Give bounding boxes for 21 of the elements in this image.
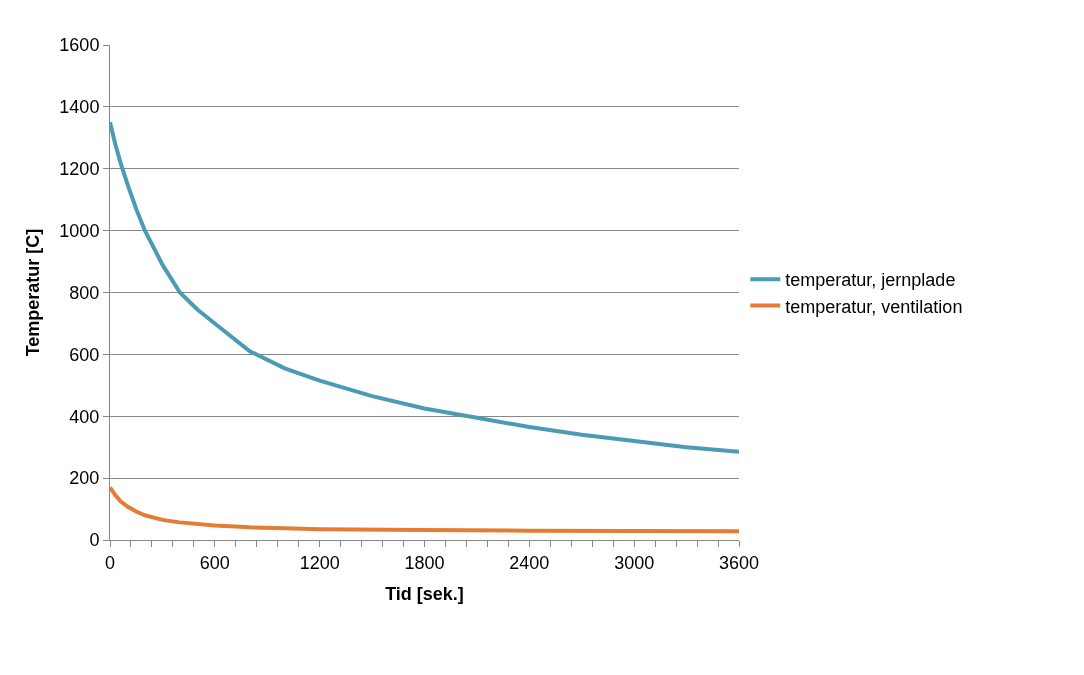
y-tick-label: 200 bbox=[69, 468, 100, 489]
x-tick-label: 3000 bbox=[614, 552, 655, 573]
x-tick-label: 3600 bbox=[718, 552, 760, 573]
y-axis-title: Temperatur [C] bbox=[22, 228, 43, 357]
legend-label: temperatur, ventilation bbox=[785, 296, 963, 317]
y-tick-label: 800 bbox=[69, 282, 100, 303]
y-tick-label: 0 bbox=[89, 530, 100, 551]
y-tick-label: 1200 bbox=[59, 159, 100, 180]
y-tick-label: 1000 bbox=[59, 220, 100, 241]
y-tick-label: 1400 bbox=[59, 97, 100, 118]
y-tick-label: 400 bbox=[69, 406, 100, 427]
x-tick-label: 0 bbox=[104, 552, 116, 573]
x-axis-title: Tid [sek.] bbox=[385, 583, 464, 604]
x-tick-label: 1800 bbox=[404, 552, 445, 573]
x-tick-label: 600 bbox=[199, 552, 230, 573]
legend-label: temperatur, jernplade bbox=[785, 270, 956, 291]
y-tick-label: 1600 bbox=[59, 35, 100, 56]
y-tick-label: 600 bbox=[69, 344, 100, 365]
x-tick-label: 1200 bbox=[299, 552, 340, 573]
line-series bbox=[110, 485, 739, 534]
x-tick-label: 2400 bbox=[509, 552, 550, 573]
